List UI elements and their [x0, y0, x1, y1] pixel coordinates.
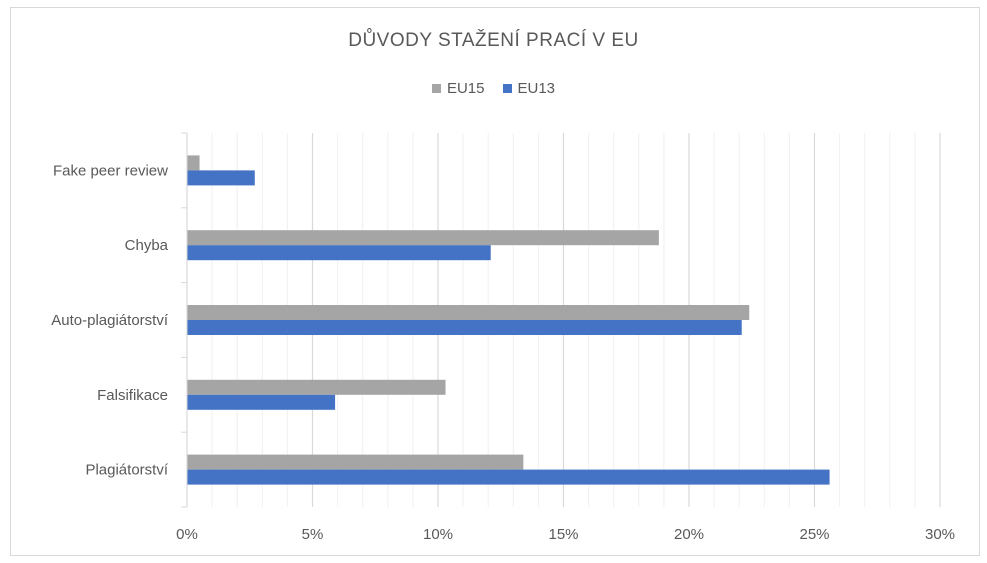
category-label: Auto-plagiátorství: [51, 312, 169, 329]
bar-eu13-2: [187, 320, 742, 335]
x-tick-label: 5%: [302, 526, 324, 543]
x-tick-label: 30%: [925, 526, 955, 543]
legend-item-eu13: EU13: [502, 80, 556, 97]
labels: Fake peer review Chyba Auto-plagiátorství F…: [51, 162, 955, 543]
chart-title: DŮVODY STAŽENÍ PRACÍ V EU: [348, 30, 639, 51]
x-tick-label: 0%: [176, 526, 198, 543]
legend-item-eu15: EU15: [431, 80, 485, 97]
category-label: Falsifikace: [97, 387, 168, 404]
bar-eu13-0: [187, 170, 255, 186]
bar-eu15-2: [187, 305, 750, 320]
legend-label-eu13: EU13: [517, 80, 556, 97]
bar-eu15-4: [187, 454, 524, 470]
bar-eu13-1: [187, 245, 491, 261]
bar-eu13-4: [187, 469, 830, 485]
bar-eu15-0: [187, 155, 200, 171]
bar-eu15-1: [187, 230, 659, 246]
x-tick-label: 20%: [674, 526, 704, 543]
x-tick-label: 25%: [799, 526, 829, 543]
x-tick-label: 10%: [423, 526, 453, 543]
bar-eu13-3: [187, 394, 336, 410]
legend-swatch-eu15: [431, 84, 441, 93]
axis: [181, 132, 188, 508]
category-label: Plagiátorství: [85, 462, 168, 479]
bars: [187, 155, 830, 485]
x-tick-label: 15%: [548, 526, 578, 543]
bar-eu15-3: [187, 379, 446, 395]
legend-swatch-eu13: [502, 84, 512, 93]
legend-label-eu15: EU15: [446, 80, 485, 97]
legend: EU15 EU13: [0, 80, 987, 97]
category-label: Chyba: [125, 237, 169, 254]
category-label: Fake peer review: [53, 162, 168, 179]
